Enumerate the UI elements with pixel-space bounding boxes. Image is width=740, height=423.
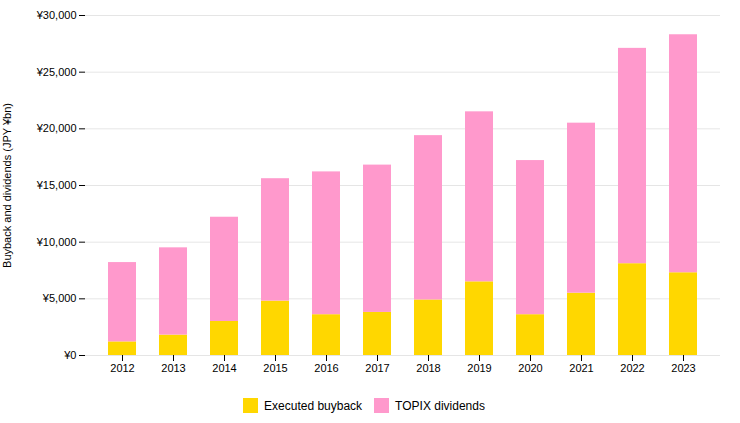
svg-text:2020: 2020 <box>518 362 542 374</box>
svg-text:2012: 2012 <box>110 362 134 374</box>
svg-text:¥5,000: ¥5,000 <box>42 292 77 304</box>
svg-text:2013: 2013 <box>161 362 185 374</box>
svg-text:¥0: ¥0 <box>63 349 76 361</box>
svg-text:2018: 2018 <box>416 362 440 374</box>
svg-text:¥15,000: ¥15,000 <box>36 179 77 191</box>
svg-text:2016: 2016 <box>314 362 338 374</box>
svg-text:Buyback and dividends (JPY ¥bn: Buyback and dividends (JPY ¥bn) <box>1 103 13 268</box>
svg-text:¥25,000: ¥25,000 <box>36 66 77 78</box>
svg-text:2023: 2023 <box>671 362 695 374</box>
svg-text:¥10,000: ¥10,000 <box>36 236 77 248</box>
svg-text:¥20,000: ¥20,000 <box>36 122 77 134</box>
svg-text:2015: 2015 <box>263 362 287 374</box>
html-text:TOPIX dividends: TOPIX dividends <box>395 398 485 413</box>
svg-text:2019: 2019 <box>467 362 491 374</box>
svg-text:2021: 2021 <box>569 362 593 374</box>
html-text:Executed buyback: Executed buyback <box>264 398 363 413</box>
svg-text:2022: 2022 <box>620 362 644 374</box>
svg-text:2014: 2014 <box>212 362 236 374</box>
svg-text:2017: 2017 <box>365 362 389 374</box>
svg-text:¥30,000: ¥30,000 <box>36 9 77 21</box>
